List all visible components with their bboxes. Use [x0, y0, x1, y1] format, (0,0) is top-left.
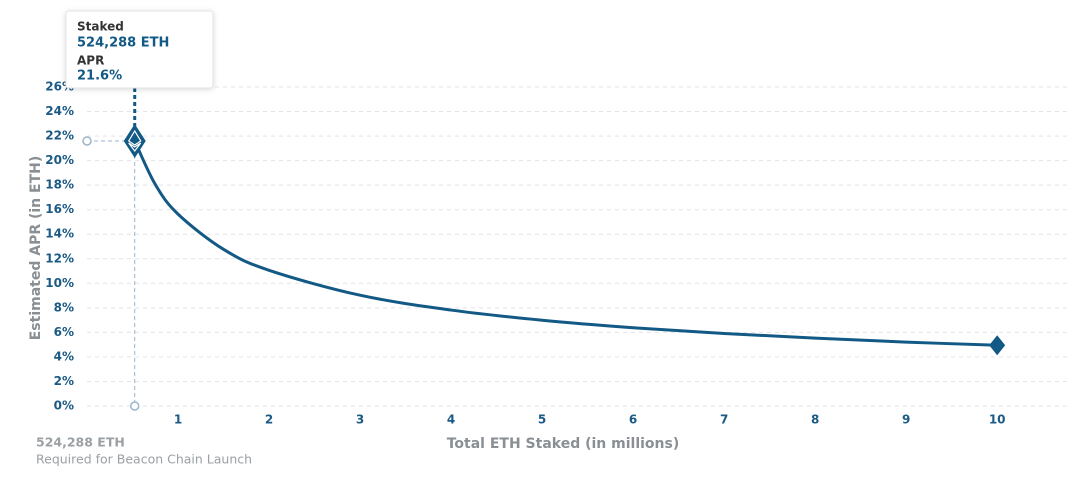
y-tick-label: 22%: [45, 129, 74, 143]
tooltip: Staked 524,288 ETH APR 21.6%: [65, 10, 214, 89]
x-tick-label: 3: [356, 413, 364, 427]
y-tick-label: 16%: [45, 202, 74, 216]
y-tick-label: 20%: [45, 153, 74, 167]
plot: 0%2%4%6%8%10%12%14%16%18%20%22%24%26%1 2 3…: [45, 80, 1070, 427]
x-tick-label: 6: [629, 413, 637, 427]
line: [133, 140, 998, 347]
tooltip-label: Staked: [77, 20, 124, 34]
point-marker: [123, 123, 146, 158]
y-tick-label: 24%: [45, 104, 74, 118]
tooltip-value: 21.6%: [77, 69, 122, 84]
guide-end: [82, 136, 92, 146]
guide-end: [129, 401, 140, 411]
y-tick-label: 4%: [54, 349, 74, 363]
x-tick-label: 1: [174, 413, 182, 427]
y-tick-label: 18%: [45, 178, 74, 192]
y-tick-label: 10%: [45, 276, 74, 290]
y-axis-label: Estimated APR (in ETH): [28, 156, 44, 341]
x-tick-label: 8: [811, 413, 819, 427]
x-axis-label: Total ETH Staked (in millions): [447, 436, 680, 452]
x-tick-label: 9: [902, 413, 910, 427]
y-tick-label: 2%: [54, 374, 74, 388]
note-caption: Required for Beacon Chain Launch: [36, 452, 252, 467]
x-tick-label: 2: [265, 413, 273, 427]
y-tick-label: 0%: [54, 399, 74, 413]
x-tick-label: 5: [538, 413, 546, 427]
x-tick-label: 4: [447, 413, 455, 427]
y-tick-label: 6%: [54, 325, 74, 339]
tooltip-box: [65, 10, 214, 89]
x-tick-label: 7: [720, 413, 728, 427]
note-amount: 524,288 ETH: [36, 435, 125, 450]
y-tick-label: 12%: [45, 251, 74, 265]
x-tick-label: 10: [989, 413, 1006, 427]
point-marker: [989, 335, 1006, 356]
tooltip-value: 524,288 ETH: [77, 36, 169, 51]
eth-icon: [127, 129, 142, 152]
tooltip-label: APR: [77, 54, 104, 68]
y-tick-label: 14%: [45, 227, 74, 241]
y-tick-label: 8%: [54, 300, 74, 314]
